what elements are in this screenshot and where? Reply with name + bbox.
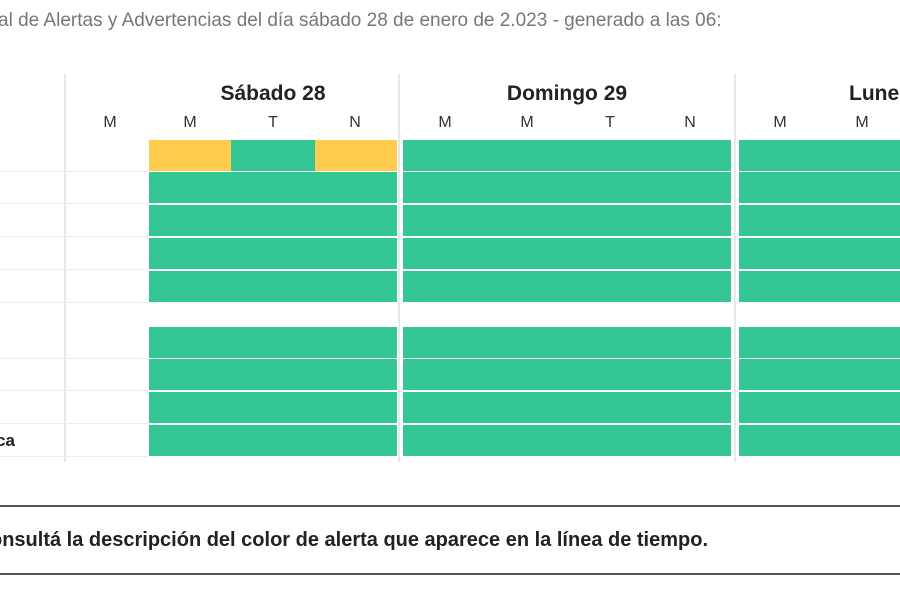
alert-cell-sabado[interactable] bbox=[315, 392, 397, 423]
alert-cell-sabado[interactable] bbox=[231, 359, 315, 390]
row-divider bbox=[0, 390, 148, 391]
alert-cell-lunes[interactable] bbox=[739, 271, 900, 302]
period-label: M bbox=[855, 114, 869, 131]
period-label: N bbox=[349, 114, 361, 131]
period-label: M bbox=[520, 114, 534, 131]
day-header-domingo: Domingo 29 bbox=[506, 82, 628, 105]
alert-cell-sabado[interactable] bbox=[315, 271, 397, 302]
alert-cell-sabado[interactable] bbox=[315, 205, 397, 236]
alert-cell-domingo[interactable] bbox=[403, 172, 731, 203]
alert-cell-sabado[interactable] bbox=[315, 359, 397, 390]
alert-cell-sabado[interactable] bbox=[231, 392, 315, 423]
alert-cell-domingo[interactable] bbox=[403, 359, 731, 390]
alert-cell-domingo[interactable] bbox=[403, 392, 731, 423]
day-header-lunes: Lune bbox=[849, 82, 900, 105]
period-label: N bbox=[684, 114, 696, 131]
alert-cell-sabado[interactable] bbox=[149, 425, 231, 456]
alert-cell-lunes[interactable] bbox=[739, 327, 900, 358]
row-divider bbox=[0, 203, 148, 204]
row-divider bbox=[0, 302, 148, 303]
row-divider bbox=[0, 269, 148, 270]
alert-cell-sabado[interactable] bbox=[149, 172, 231, 203]
row-divider bbox=[0, 456, 148, 457]
alert-cell-sabado[interactable] bbox=[231, 327, 315, 358]
alert-cell-sabado[interactable] bbox=[231, 271, 315, 302]
row-divider bbox=[0, 423, 148, 424]
alert-cell-sabado[interactable] bbox=[231, 140, 315, 171]
alert-cell-lunes[interactable] bbox=[739, 172, 900, 203]
alert-cell-domingo[interactable] bbox=[403, 327, 731, 358]
column-divider bbox=[734, 74, 736, 462]
alert-cell-lunes[interactable] bbox=[739, 425, 900, 456]
alert-cell-sabado[interactable] bbox=[231, 238, 315, 269]
row-divider bbox=[0, 171, 148, 172]
alert-cell-sabado[interactable] bbox=[315, 425, 397, 456]
period-label: T bbox=[268, 114, 278, 131]
alert-cell-domingo[interactable] bbox=[403, 205, 731, 236]
row-divider bbox=[0, 358, 148, 359]
alert-cell-sabado[interactable] bbox=[149, 359, 231, 390]
alert-cell-lunes[interactable] bbox=[739, 205, 900, 236]
row-divider bbox=[0, 236, 148, 237]
alert-cell-lunes[interactable] bbox=[739, 238, 900, 269]
alert-cell-domingo[interactable] bbox=[403, 238, 731, 269]
column-divider bbox=[64, 74, 66, 462]
info-note: onsultá la descripción del color de aler… bbox=[0, 529, 709, 551]
alert-cell-sabado[interactable] bbox=[149, 140, 231, 171]
alert-cell-domingo[interactable] bbox=[403, 425, 731, 456]
period-label: M bbox=[773, 114, 787, 131]
alert-cell-lunes[interactable] bbox=[739, 392, 900, 423]
page-title: al de Alertas y Advertencias del día sáb… bbox=[0, 10, 722, 31]
alert-cell-sabado[interactable] bbox=[231, 425, 315, 456]
alert-cell-sabado[interactable] bbox=[315, 172, 397, 203]
column-divider bbox=[398, 74, 400, 462]
period-label: M bbox=[183, 114, 197, 131]
alert-cell-sabado[interactable] bbox=[231, 172, 315, 203]
alert-cell-sabado[interactable] bbox=[149, 327, 231, 358]
day-header-sabado: Sábado 28 bbox=[220, 82, 326, 105]
alert-cell-sabado[interactable] bbox=[315, 238, 397, 269]
alert-cell-domingo[interactable] bbox=[403, 271, 731, 302]
alert-cell-lunes[interactable] bbox=[739, 359, 900, 390]
alert-cell-sabado[interactable] bbox=[149, 205, 231, 236]
alert-cell-domingo[interactable] bbox=[403, 140, 731, 171]
alert-cell-sabado[interactable] bbox=[149, 238, 231, 269]
period-label: T bbox=[605, 114, 615, 131]
info-box: onsultá la descripción del color de aler… bbox=[0, 505, 900, 575]
period-label: M bbox=[103, 114, 117, 131]
alert-cell-sabado[interactable] bbox=[149, 271, 231, 302]
row-label: ca bbox=[0, 431, 15, 450]
alert-cell-sabado[interactable] bbox=[315, 327, 397, 358]
alert-cell-sabado[interactable] bbox=[315, 140, 397, 171]
alert-cell-sabado[interactable] bbox=[231, 205, 315, 236]
alert-cell-sabado[interactable] bbox=[149, 392, 231, 423]
period-label: M bbox=[438, 114, 452, 131]
alert-cell-lunes[interactable] bbox=[739, 140, 900, 171]
